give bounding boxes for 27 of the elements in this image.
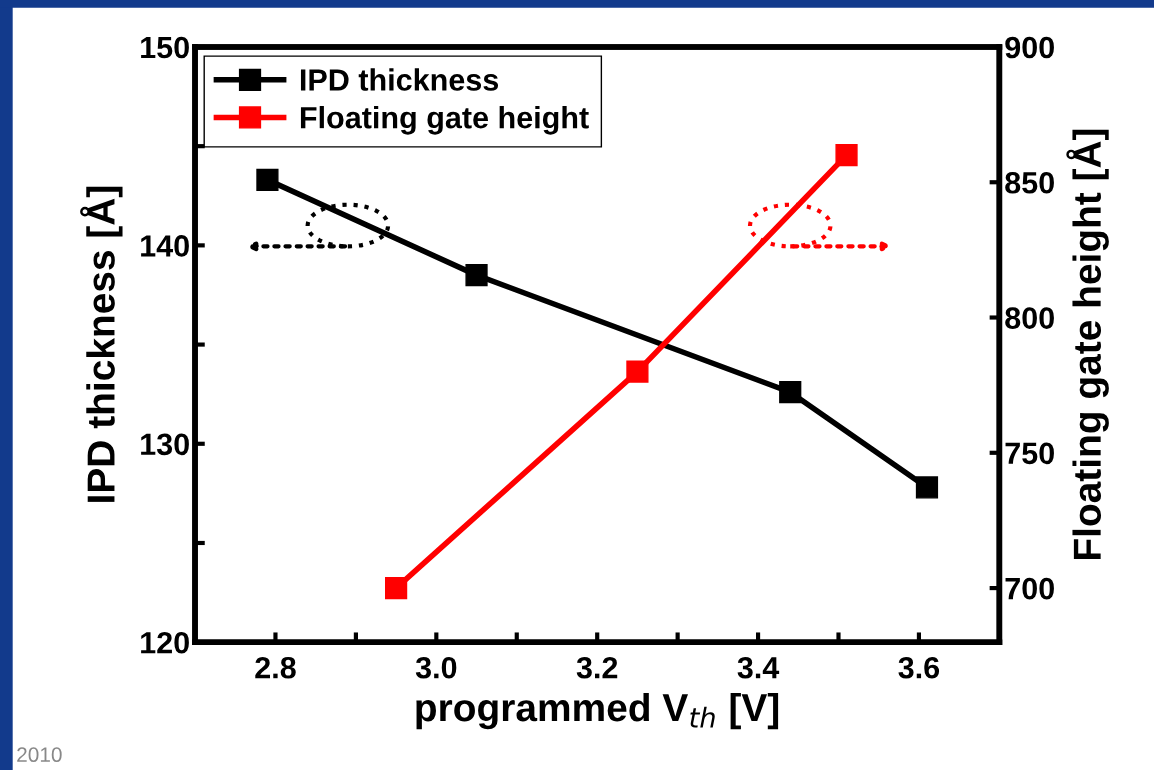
y2-tick-label: 850 <box>1005 171 1054 194</box>
y2-tick-label: 800 <box>1005 307 1054 329</box>
x-tick-label: 3.2 <box>576 656 618 679</box>
point <box>465 264 488 287</box>
x-tick-label: 2.8 <box>255 656 296 679</box>
y-tick-label: 150 <box>141 36 189 59</box>
text: 2010 <box>17 747 62 763</box>
point <box>256 168 279 192</box>
y-axis-title: IPD thickness [Å] <box>80 186 123 502</box>
x-axis-title: programmed V$_{th}$ [V] <box>416 692 779 730</box>
x-tick-label: 3.6 <box>898 656 940 679</box>
legend-label: Floating gate height <box>300 106 589 135</box>
y2-axis-title: Floating gate height [Å] <box>1066 129 1109 560</box>
legend-label: IPD thickness <box>300 68 499 91</box>
point <box>835 144 858 167</box>
y2-tick-label: 900 <box>1005 36 1054 59</box>
point <box>626 360 649 383</box>
point <box>915 476 939 499</box>
y-tick-label: 140 <box>141 235 189 257</box>
x-tick-label: 3.0 <box>415 656 457 679</box>
y2-tick-label: 700 <box>1005 577 1054 600</box>
y-tick-label: 120 <box>141 631 189 654</box>
x-tick-label: 3.4 <box>737 656 780 679</box>
y2-tick-label: 750 <box>1005 442 1054 465</box>
point <box>779 381 802 404</box>
y-tick-label: 130 <box>141 433 189 456</box>
point <box>384 576 408 600</box>
